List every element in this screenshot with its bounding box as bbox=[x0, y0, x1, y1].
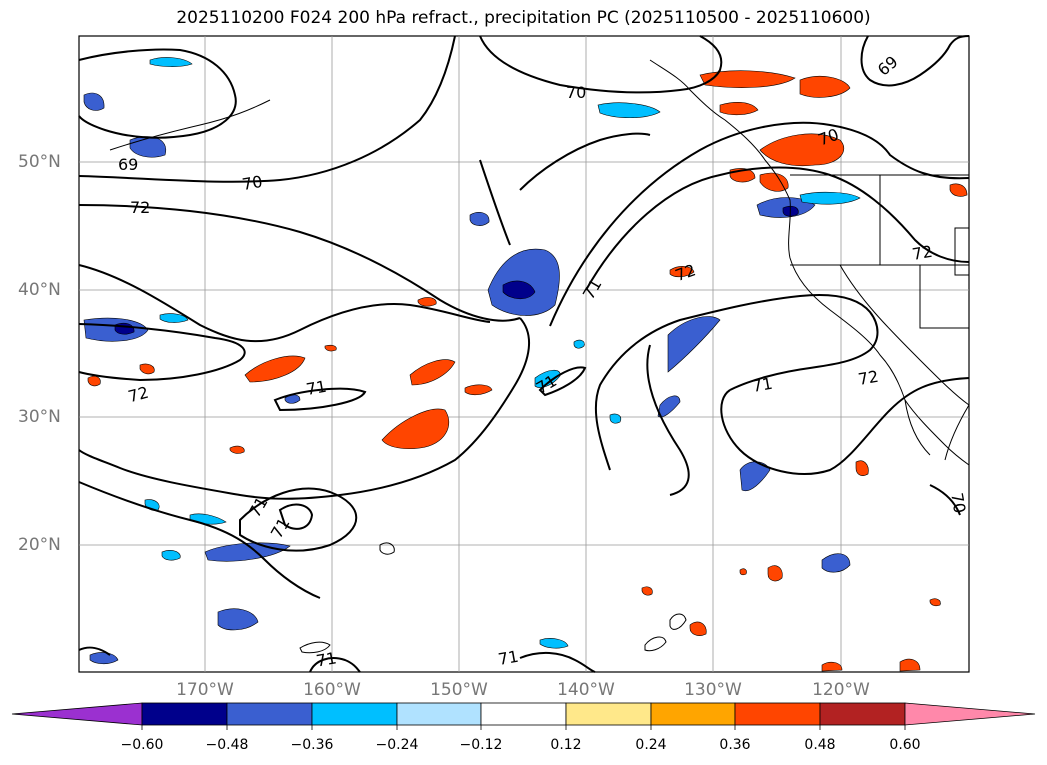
contour-label: 71 bbox=[497, 647, 520, 669]
colorbar-segment bbox=[226, 702, 313, 726]
colorbar-segment bbox=[11, 702, 143, 726]
colorbar-segment bbox=[396, 702, 482, 726]
colorbar-segment bbox=[819, 702, 906, 726]
contour-label: 72 bbox=[126, 383, 151, 407]
contour-label: 72 bbox=[130, 198, 150, 217]
colorbar-tick-label: 0.12 bbox=[550, 737, 582, 753]
colorbar-tick-label: −0.12 bbox=[459, 737, 503, 753]
lon-label: 120°W bbox=[812, 680, 870, 700]
lon-label: 160°W bbox=[303, 680, 361, 700]
colorbar-tick-label: 0.24 bbox=[635, 737, 667, 753]
contour-label: 72 bbox=[911, 242, 934, 264]
lat-label: 50°N bbox=[18, 152, 61, 172]
lon-label: 130°W bbox=[684, 680, 742, 700]
colorbar-tick-label: 0.36 bbox=[719, 737, 751, 753]
colorbar-tick-label: −0.60 bbox=[120, 737, 164, 753]
colorbar-tick-label: 0.60 bbox=[889, 737, 921, 753]
colorbar bbox=[11, 702, 1036, 730]
contour-label: 70 bbox=[947, 491, 969, 514]
colorbar-segment bbox=[650, 702, 736, 726]
colorbar-tick-label: 0.48 bbox=[804, 737, 836, 753]
lon-label: 140°W bbox=[557, 680, 615, 700]
colorbar-segment bbox=[311, 702, 398, 726]
contour-label: 69 bbox=[118, 155, 138, 174]
contour-label: 71 bbox=[751, 374, 774, 396]
colorbar-segment bbox=[141, 702, 228, 726]
colorbar-segment bbox=[480, 702, 567, 726]
lon-label: 150°W bbox=[430, 680, 488, 700]
contour-label: 70 bbox=[241, 172, 264, 194]
lat-label: 40°N bbox=[18, 280, 61, 300]
lat-label: 30°N bbox=[18, 407, 61, 427]
colorbar-segment bbox=[565, 702, 652, 726]
lat-label: 20°N bbox=[18, 535, 61, 555]
chart-title: 2025110200 F024 200 hPa refract., precip… bbox=[176, 8, 871, 28]
colorbar-tick-label: −0.48 bbox=[205, 737, 249, 753]
graticule bbox=[79, 36, 969, 672]
contour-label: 72 bbox=[857, 367, 880, 389]
contour-label: 70 bbox=[566, 83, 586, 102]
contour-label: 71 bbox=[315, 648, 338, 670]
colorbar-tick-label: −0.24 bbox=[375, 737, 419, 753]
colorbar-segment bbox=[904, 702, 1036, 726]
contour-label: 71 bbox=[305, 377, 328, 399]
lon-label: 170°W bbox=[176, 680, 234, 700]
precip-positive bbox=[87, 70, 968, 672]
colorbar-segment bbox=[734, 702, 821, 726]
coastlines bbox=[109, 59, 970, 654]
precip-negative bbox=[83, 57, 861, 665]
colorbar-tick-label: −0.36 bbox=[290, 737, 334, 753]
refract-contours bbox=[78, 35, 970, 673]
